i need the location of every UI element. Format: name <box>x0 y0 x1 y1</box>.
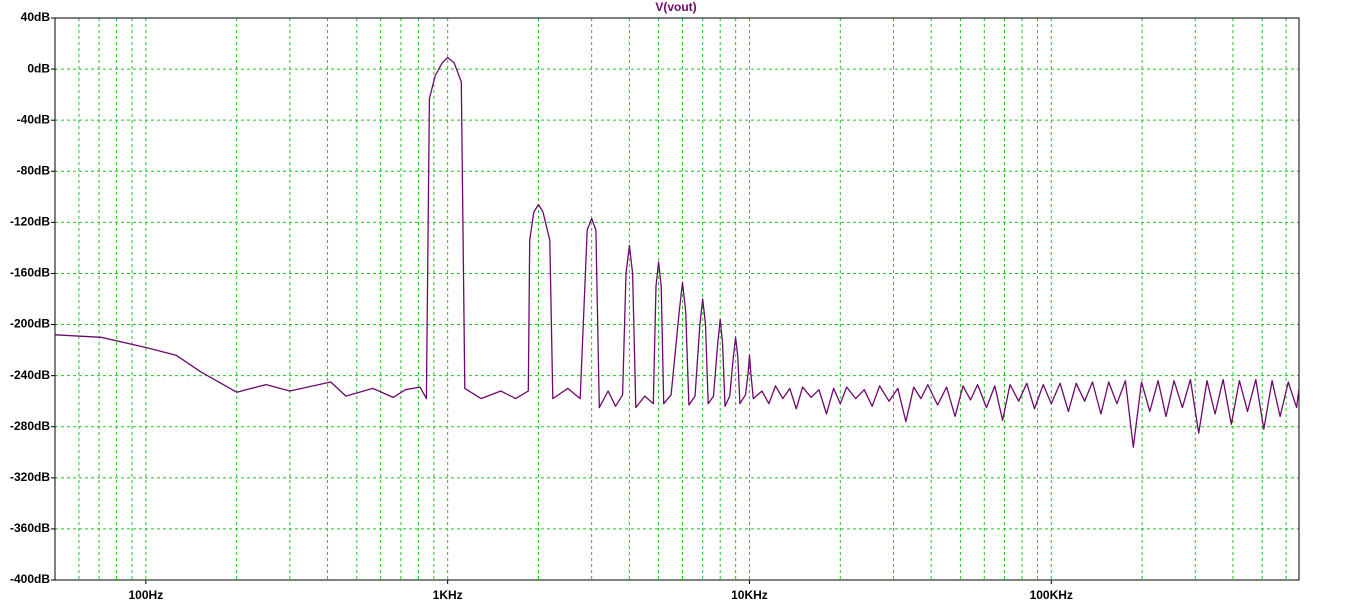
y-tick-label: -240dB <box>10 368 50 382</box>
y-tick-label: -120dB <box>10 215 50 229</box>
plot-frame <box>54 17 1300 581</box>
data-line <box>54 56 1300 448</box>
y-tick-label: -200dB <box>10 317 50 331</box>
y-tick-label: 40dB <box>21 10 51 24</box>
y-tick-label: -320dB <box>10 470 50 484</box>
y-tick-label: 0dB <box>27 61 50 75</box>
chart-title: V(vout) <box>655 0 696 14</box>
y-tick-label: -400dB <box>10 572 50 586</box>
y-tick-label: -40dB <box>17 112 51 126</box>
x-tick-label: 1KHz <box>433 588 463 602</box>
x-tick-label: 100Hz <box>129 588 164 602</box>
x-tick-label: 10KHz <box>731 588 768 602</box>
x-tick-label: 100KHz <box>1030 588 1073 602</box>
y-tick-label: -360dB <box>10 521 50 535</box>
y-tick-label: -160dB <box>10 266 50 280</box>
y-tick-label: -80dB <box>17 163 51 177</box>
y-tick-label: -280dB <box>10 419 50 433</box>
